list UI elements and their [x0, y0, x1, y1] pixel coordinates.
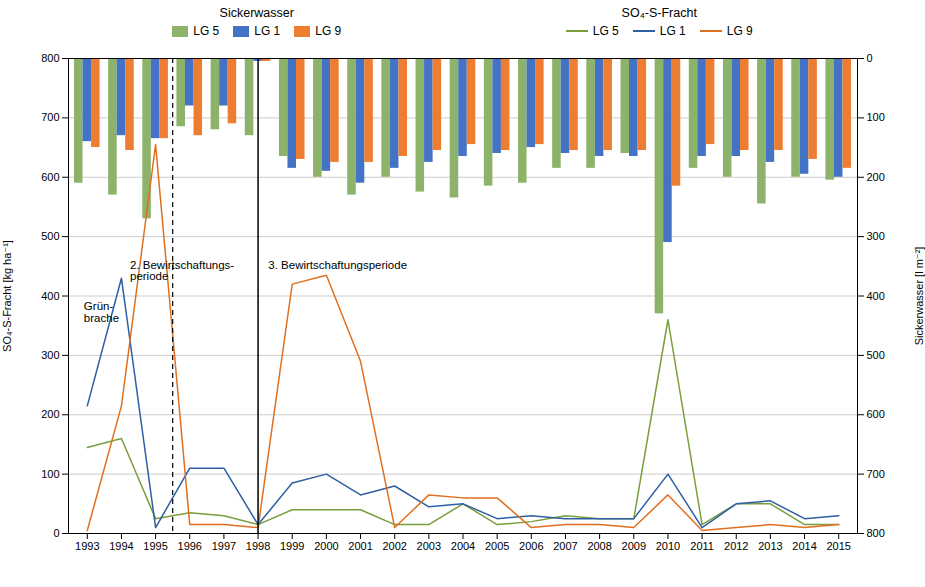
svg-text:800: 800: [41, 52, 59, 64]
svg-text:500: 500: [867, 349, 885, 361]
html-text:LG 5: LG 5: [193, 24, 220, 38]
svg-text:1993: 1993: [75, 540, 99, 552]
svg-text:1995: 1995: [143, 540, 167, 552]
svg-text:2. Bewirtschaftungs-periode: 2. Bewirtschaftungs-periode: [130, 259, 234, 283]
svg-text:1996: 1996: [178, 540, 202, 552]
svg-text:2013: 2013: [758, 540, 782, 552]
svg-text:2014: 2014: [792, 540, 816, 552]
svg-text:300: 300: [867, 230, 885, 242]
svg-text:Sickerwasser [l m⁻²]: Sickerwasser [l m⁻²]: [913, 247, 925, 346]
html-text:LG 1: LG 1: [659, 24, 686, 38]
html-text:SO₄-S-Fracht: SO₄-S-Fracht: [621, 6, 697, 20]
html-text:LG 5: LG 5: [592, 24, 619, 38]
svg-text:100: 100: [867, 111, 885, 123]
svg-text:Grün-brache: Grün-brache: [84, 300, 119, 324]
svg-text:200: 200: [41, 408, 59, 420]
svg-text:1994: 1994: [109, 540, 133, 552]
svg-text:2000: 2000: [314, 540, 338, 552]
svg-text:SO₄-S-Fracht [kg ha⁻¹]: SO₄-S-Fracht [kg ha⁻¹]: [1, 240, 13, 352]
svg-text:200: 200: [867, 171, 885, 183]
svg-text:600: 600: [41, 171, 59, 183]
svg-text:700: 700: [41, 111, 59, 123]
svg-text:100: 100: [41, 468, 59, 480]
svg-text:400: 400: [867, 290, 885, 302]
svg-text:600: 600: [867, 408, 885, 420]
html-text:LG 1: LG 1: [254, 24, 281, 38]
svg-text:300: 300: [41, 349, 59, 361]
svg-text:2015: 2015: [826, 540, 850, 552]
svg-text:800: 800: [867, 527, 885, 539]
html-text:LG 9: LG 9: [726, 24, 753, 38]
svg-text:2003: 2003: [417, 540, 441, 552]
svg-text:2010: 2010: [656, 540, 680, 552]
svg-text:500: 500: [41, 230, 59, 242]
svg-text:2004: 2004: [451, 540, 475, 552]
svg-text:2001: 2001: [348, 540, 372, 552]
svg-text:3. Bewirtschaftungsperiode: 3. Bewirtschaftungsperiode: [268, 259, 407, 271]
svg-text:2007: 2007: [553, 540, 577, 552]
svg-text:2011: 2011: [690, 540, 714, 552]
svg-text:2008: 2008: [587, 540, 611, 552]
svg-text:2012: 2012: [724, 540, 748, 552]
html-text:Sickerwasser: Sickerwasser: [219, 6, 294, 20]
svg-text:2006: 2006: [519, 540, 543, 552]
svg-text:700: 700: [867, 468, 885, 480]
svg-text:400: 400: [41, 290, 59, 302]
html-text:LG 9: LG 9: [315, 24, 342, 38]
svg-text:1998: 1998: [246, 540, 270, 552]
svg-text:0: 0: [53, 527, 59, 539]
svg-text:2009: 2009: [622, 540, 646, 552]
svg-text:0: 0: [867, 52, 873, 64]
svg-text:1999: 1999: [280, 540, 304, 552]
svg-text:2005: 2005: [485, 540, 509, 552]
svg-text:1997: 1997: [212, 540, 236, 552]
svg-text:2002: 2002: [382, 540, 406, 552]
